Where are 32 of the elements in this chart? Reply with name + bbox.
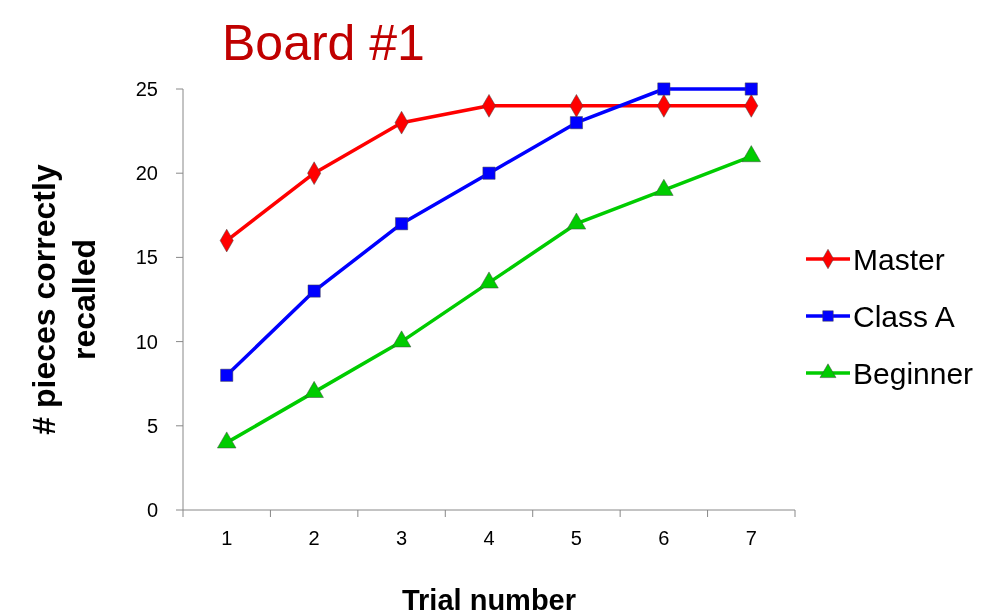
legend-label: Class A — [853, 299, 955, 333]
y-tick-label: 15 — [135, 246, 158, 269]
y-tick-label: 5 — [146, 414, 158, 437]
y-tick-label: 25 — [135, 78, 158, 100]
x-tick-label: 7 — [745, 527, 757, 549]
x-tick-label: 6 — [658, 527, 670, 549]
point — [395, 217, 408, 231]
legend-label: Beginner — [853, 356, 974, 390]
chart-title: Board #1 — [222, 15, 425, 71]
x-tick-label: 1 — [221, 527, 233, 549]
y-tick-label: 20 — [135, 162, 158, 185]
point — [479, 271, 499, 289]
point — [392, 330, 412, 348]
x-tick-label: 5 — [570, 527, 582, 549]
point — [482, 166, 496, 180]
point — [570, 116, 583, 130]
legend-label: Master — [853, 242, 945, 276]
point — [657, 82, 671, 96]
y-axis-title: # pieces correctly recalled — [26, 164, 102, 435]
point — [217, 431, 237, 449]
point — [744, 82, 758, 96]
x-tick-label: 4 — [483, 527, 495, 549]
point — [654, 179, 674, 196]
point — [220, 368, 234, 382]
x-tick-label: 2 — [308, 527, 320, 549]
point — [566, 212, 586, 230]
x-tick-label: 3 — [396, 527, 408, 549]
x-axis-title: Trial number — [401, 584, 577, 616]
point — [304, 381, 324, 398]
point — [307, 284, 321, 298]
y-tick-label: 0 — [146, 499, 158, 521]
y-tick-label: 10 — [135, 330, 158, 353]
